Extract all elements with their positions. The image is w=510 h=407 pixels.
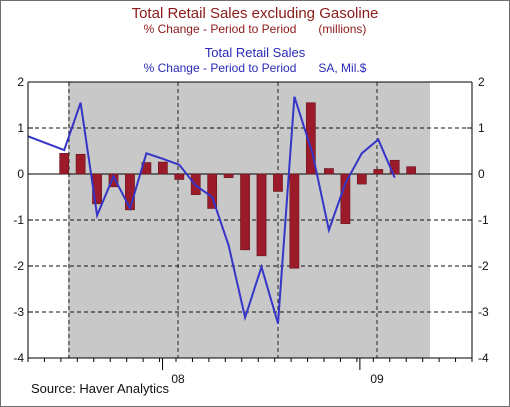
y-tick-label-left: -4 xyxy=(13,351,24,365)
bar xyxy=(324,168,334,175)
y-tick-label-left: -1 xyxy=(13,213,24,227)
subtitle-measure-red: % Change - Period to Period xyxy=(143,22,297,36)
bar xyxy=(356,173,367,185)
bar xyxy=(273,173,283,192)
y-tick-label-right: 1 xyxy=(478,121,485,135)
bar xyxy=(256,173,267,257)
y-tick-label-left: 0 xyxy=(17,167,24,181)
y-tick-label-right: -1 xyxy=(478,213,489,227)
bar xyxy=(289,173,300,269)
chart-subtitle-excl-gasoline: % Change - Period to Period (millions) xyxy=(1,22,509,36)
x-tick-label: 08 xyxy=(171,372,185,386)
bar xyxy=(223,173,234,178)
y-tick-label-right: 0 xyxy=(478,167,485,181)
y-tick-label-left: 2 xyxy=(17,75,24,89)
y-tick-label-right: -3 xyxy=(478,305,489,319)
chart-title-excl-gasoline: Total Retail Sales excluding Gasoline xyxy=(131,5,379,22)
bar xyxy=(305,102,316,175)
bar xyxy=(108,173,119,188)
chart-title-total: Total Retail Sales xyxy=(204,45,306,60)
x-tick-label: 09 xyxy=(370,372,384,386)
y-tick-label-left: 1 xyxy=(17,121,24,135)
chart-subtitle-total: % Change - Period to Period SA, Mil.$ xyxy=(1,61,509,75)
bar xyxy=(240,173,250,251)
bar xyxy=(406,166,417,175)
bar xyxy=(59,153,70,175)
y-tick-label-right: -2 xyxy=(478,259,489,273)
bar xyxy=(157,161,168,175)
bar xyxy=(207,173,218,209)
bar xyxy=(125,173,135,211)
y-tick-label-left: -2 xyxy=(13,259,24,273)
y-tick-label-left: -3 xyxy=(13,305,24,319)
bar xyxy=(75,153,86,175)
subtitle-measure-blue: % Change - Period to Period xyxy=(143,61,297,75)
subtitle-units-red: (millions) xyxy=(318,22,367,36)
bar xyxy=(373,169,384,175)
source-note: Source: Haver Analytics xyxy=(31,381,170,396)
subtitle-units-blue: SA, Mil.$ xyxy=(318,61,367,75)
line-total-retail-sales xyxy=(27,96,396,324)
y-tick-label-right: -4 xyxy=(478,351,489,365)
bar xyxy=(174,173,185,180)
y-tick-label-right: 2 xyxy=(478,75,485,89)
